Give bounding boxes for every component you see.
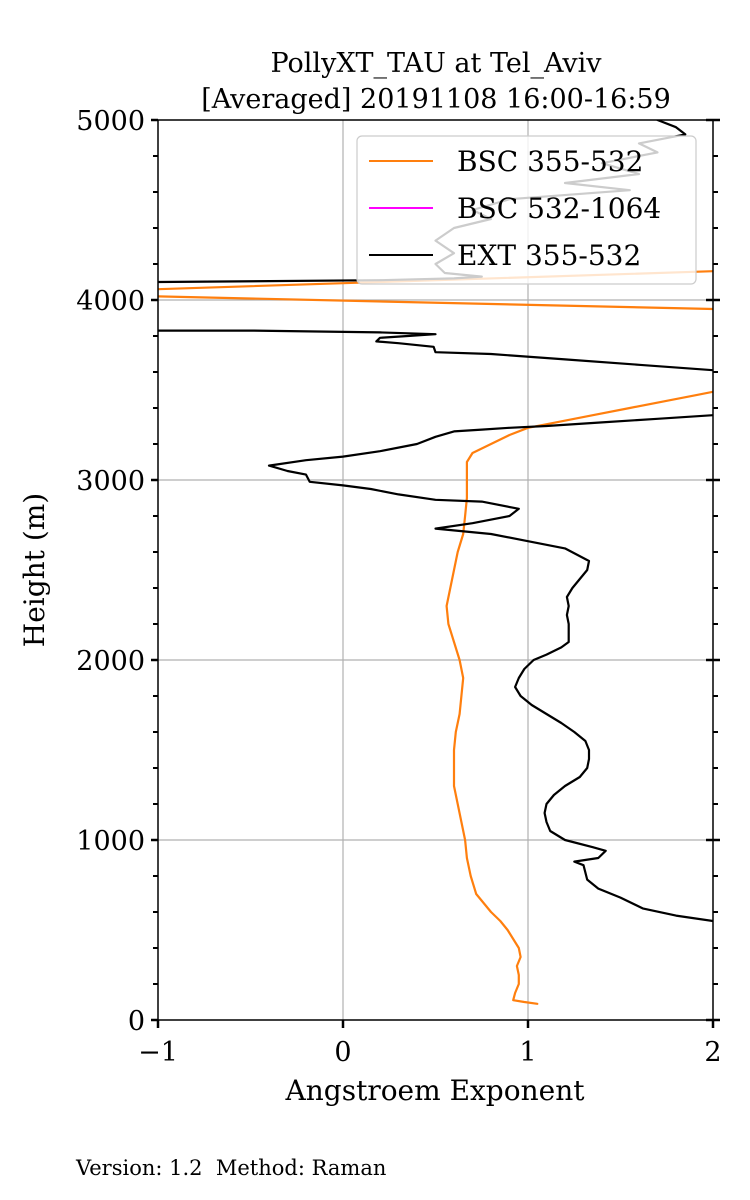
chart-title-line-2: [Averaged] 20191108 16:00-16:59 xyxy=(201,84,671,115)
y-tick-label-2: 2000 xyxy=(76,646,145,677)
y-tick-label-1: 1000 xyxy=(76,826,145,857)
y-tick-label-4: 4000 xyxy=(76,286,145,317)
y-tick-label-0: 0 xyxy=(128,1006,145,1037)
x-tick-label-0: −1 xyxy=(138,1037,178,1068)
x-tick-label-1: 0 xyxy=(334,1037,351,1068)
x-tick-label-3: 2 xyxy=(704,1037,721,1068)
legend-box xyxy=(356,135,697,285)
legend-label-ext-355-532: EXT 355-532 xyxy=(457,239,641,272)
footer-version-method: Version: 1.2 Method: Raman xyxy=(75,1156,386,1180)
y-tick-label-3: 3000 xyxy=(76,466,145,497)
series-line-1 xyxy=(158,295,713,311)
chart-title-line-1: PollyXT_TAU at Tel_Aviv xyxy=(270,48,602,79)
x-tick-label-2: 1 xyxy=(519,1037,536,1068)
axis-ticks xyxy=(151,118,720,1028)
y-axis-label: Height (m) xyxy=(18,493,51,647)
x-axis-label: Angstroem Exponent xyxy=(285,1074,586,1107)
legend: BSC 355-532 BSC 532-1064 EXT 355-532 xyxy=(356,135,697,285)
series-line-0 xyxy=(445,390,713,1005)
plot-frame xyxy=(157,119,714,1021)
y-tick-label-5: 5000 xyxy=(76,106,145,137)
legend-label-bsc-532-1064: BSC 532-1064 xyxy=(457,192,661,225)
legend-label-bsc-355-532: BSC 355-532 xyxy=(457,145,643,178)
